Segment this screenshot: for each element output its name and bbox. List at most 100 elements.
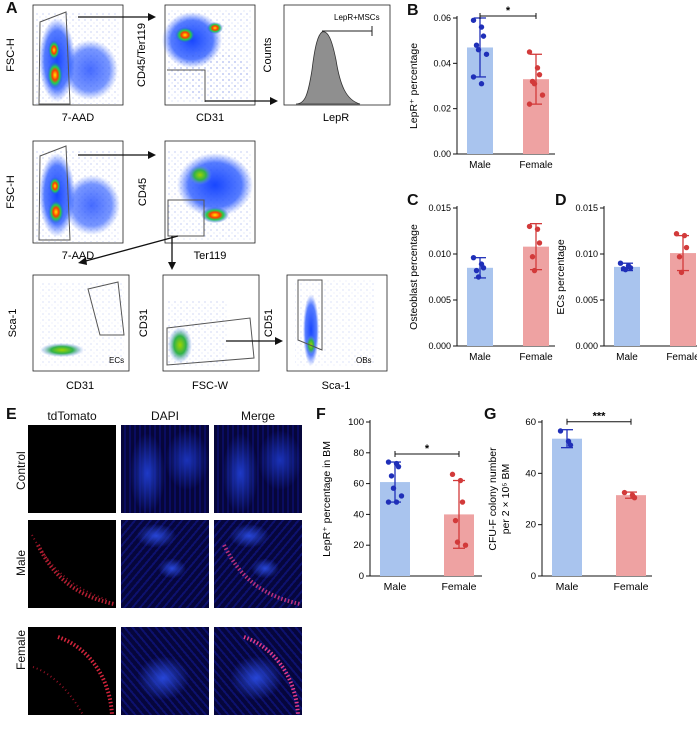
- y-tick-label: 60: [525, 417, 536, 428]
- data-point: [526, 223, 533, 230]
- axis-label: CD31: [138, 309, 150, 337]
- data-point: [480, 265, 487, 271]
- column-label-merge: Merge: [240, 409, 275, 423]
- axis-label: Ter119: [194, 250, 227, 262]
- significance-marker: *: [425, 443, 430, 455]
- x-tick-label: Male: [616, 352, 638, 363]
- y-tick-label: 60: [353, 479, 364, 490]
- axis-label: CD45/Ter119: [136, 23, 148, 87]
- image-male-tdtomato: [28, 520, 116, 608]
- y-axis-label: ECs percentage: [555, 239, 567, 314]
- bar-male: [614, 266, 640, 346]
- panel-label-g: G: [484, 406, 497, 423]
- gate-label: ECs: [109, 356, 124, 365]
- data-point: [393, 499, 400, 505]
- data-point: [526, 49, 533, 55]
- y-tick-label: 0.005: [428, 295, 451, 305]
- y-tick-label: 0.02: [433, 104, 451, 114]
- y-tick-label: 0.015: [575, 203, 598, 213]
- gate-arrow: [81, 235, 179, 263]
- data-point: [398, 493, 405, 499]
- data-point: [567, 442, 574, 448]
- axis-label: CD31: [66, 380, 94, 392]
- gate-label: LepR+MSCs: [334, 13, 380, 22]
- data-point: [526, 101, 533, 107]
- x-tick-label: Female: [613, 581, 648, 593]
- image-male-dapi: [121, 520, 209, 608]
- data-point: [676, 254, 683, 260]
- data-point: [470, 17, 477, 23]
- flow-plot-cd31-vs-fscw: CD31 FSC-W: [138, 274, 260, 392]
- y-axis-label: CFU-F colony number: [487, 447, 499, 551]
- data-point: [627, 265, 634, 271]
- axis-label: FSC-H: [5, 38, 17, 72]
- data-point: [631, 495, 638, 501]
- data-point: [473, 42, 480, 48]
- data-point: [534, 65, 541, 71]
- axis-label: Sca-1: [7, 309, 19, 338]
- flow-plot-cd45ter119-vs-cd31: CD45/Ter119 CD31: [136, 4, 256, 124]
- x-tick-label: Male: [469, 160, 491, 171]
- chart-c: 0.000 0.005 0.010 0.015 Osteoblast percentag…: [408, 203, 555, 363]
- data-point: [390, 485, 397, 491]
- data-point: [462, 542, 469, 548]
- row-label-control: Control: [14, 451, 28, 490]
- x-tick-label: Female: [666, 352, 697, 363]
- column-label-dapi: DAPI: [150, 409, 179, 423]
- row-label-male: Male: [14, 549, 28, 576]
- panel-label-c: C: [407, 192, 419, 209]
- flow-plot-fsc-vs-7aad-1: FSC-H 7-AAD: [5, 4, 124, 124]
- image-control-dapi: [121, 425, 209, 513]
- gate-arrow-head: [78, 257, 87, 265]
- data-point: [539, 92, 546, 98]
- image-female-dapi: [121, 627, 209, 715]
- gate-arrow-head: [275, 337, 283, 345]
- chart-g: 0 20 40 60 CFU-F colony number per 2 × 10⁵ BM…: [487, 411, 652, 593]
- y-tick-label: 0.000: [575, 341, 598, 351]
- image-female-merge: [214, 627, 302, 715]
- chart-b: 0.00 0.02 0.04 0.06 LepR⁺ percentage Male Fema…: [408, 5, 555, 171]
- data-point: [617, 260, 624, 266]
- panel-label-e: E: [6, 406, 17, 423]
- data-point: [478, 24, 485, 30]
- bar-female: [616, 495, 646, 576]
- bar-male: [467, 267, 493, 346]
- y-tick-label: 100: [348, 417, 364, 428]
- image-control-merge: [214, 425, 302, 513]
- data-point: [449, 471, 456, 478]
- y-tick-label: 20: [353, 540, 364, 551]
- axis-label: 7-AAD: [62, 112, 94, 124]
- flow-plot-cd45-vs-ter119: CD45 Ter119: [137, 140, 256, 262]
- axis-label: CD31: [196, 112, 224, 124]
- data-point: [673, 231, 680, 237]
- y-axis-label: per 2 × 10⁵ BM: [500, 464, 512, 535]
- flow-plot-cd51-vs-sca1: OBs CD51 Sca-1: [263, 274, 388, 392]
- image-male-merge: [214, 520, 302, 608]
- data-point: [478, 81, 485, 87]
- gate-arrow-head: [168, 262, 176, 270]
- y-tick-label: 0: [359, 571, 364, 582]
- data-point: [529, 254, 536, 260]
- flow-histogram-lepr: LepR+MSCs Counts LepR: [262, 4, 391, 124]
- data-point: [621, 489, 628, 496]
- flow-plot-fsc-vs-7aad-2: FSC-H 7-AAD: [5, 140, 124, 262]
- data-point: [385, 499, 392, 505]
- row-label-female: Female: [14, 629, 28, 670]
- gate-arrow-head: [148, 151, 156, 159]
- y-axis-label: Osteoblast percentage: [408, 224, 420, 330]
- significance-marker: ***: [593, 411, 607, 423]
- y-tick-label: 0.015: [428, 203, 451, 213]
- flow-cytometry-panel: FSC-H 7-AAD CD45/Ter119 CD31 LepR+MSCs C…: [5, 4, 391, 392]
- column-label-tdtomato: tdTomato: [47, 409, 97, 423]
- chart-f: 0 20 40 60 80 100 LepR⁺ percentage in BM Male Fe…: [321, 417, 482, 593]
- panel-label-a: A: [6, 0, 18, 17]
- data-point: [452, 517, 459, 524]
- axis-label: CD45: [137, 178, 149, 206]
- data-point: [531, 267, 538, 274]
- y-tick-label: 0.06: [433, 13, 451, 23]
- axis-label: FSC-H: [5, 175, 17, 209]
- flow-plot-sca1-vs-cd31: ECs Sca-1 CD31: [7, 274, 130, 392]
- x-tick-label: Male: [556, 581, 579, 593]
- x-tick-label: Female: [441, 581, 476, 593]
- y-tick-label: 40: [353, 509, 364, 520]
